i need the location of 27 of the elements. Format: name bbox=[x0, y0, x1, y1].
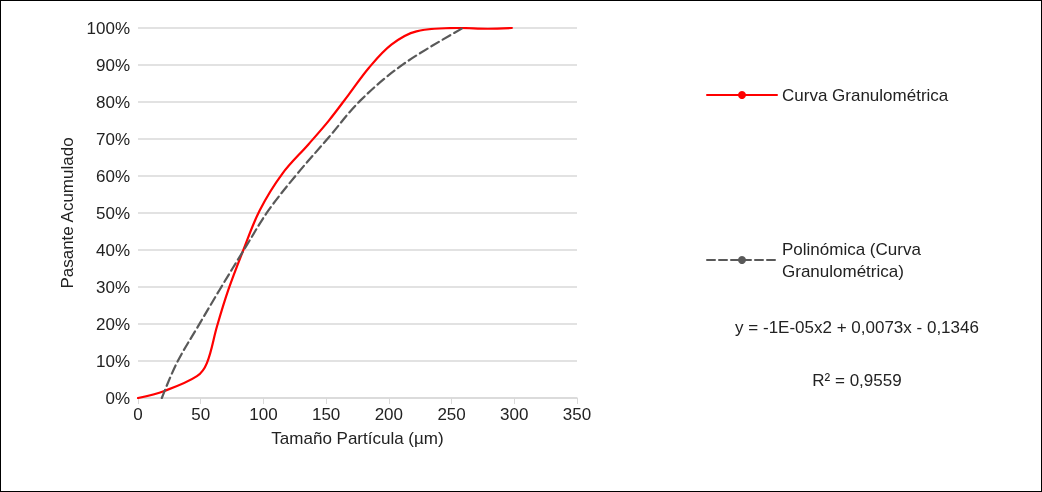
y-tick-label: 70% bbox=[95, 129, 130, 149]
x-tick-label: 50 bbox=[191, 405, 211, 424]
y-tick-label: 0% bbox=[105, 388, 130, 408]
line-series bbox=[136, 26, 513, 400]
x-tick-label: 200 bbox=[374, 405, 404, 424]
y-tick-label: 20% bbox=[95, 314, 130, 334]
y-tick-label: 100% bbox=[86, 18, 130, 38]
y-tick-label: 80% bbox=[95, 92, 130, 112]
text: R² = 0,9559 bbox=[812, 371, 902, 390]
x-tick-label: 150 bbox=[311, 405, 341, 424]
y-tick-label: 50% bbox=[95, 203, 130, 223]
y-tick-label: 60% bbox=[95, 166, 130, 186]
y-tick-label: 40% bbox=[95, 240, 130, 260]
x-tick-label: 350 bbox=[562, 405, 592, 424]
x-axis-title: Tamaño Partícula (µm) bbox=[271, 429, 444, 448]
x-tick-label: 300 bbox=[500, 405, 529, 424]
y-tick-label: 10% bbox=[95, 351, 130, 371]
y-tick-label: 30% bbox=[95, 277, 130, 297]
x-tick-label: 0 bbox=[133, 405, 143, 424]
y-axis-title: Pasante Acumulado bbox=[58, 137, 77, 289]
text: y = -1E-05x2 + 0,0073x - 0,1346 bbox=[735, 318, 979, 337]
line-series bbox=[160, 26, 464, 400]
legend-label: Polinómica (Curva Granulométrica) bbox=[782, 239, 926, 281]
x-tick-label: 100 bbox=[249, 405, 278, 424]
legend-label: Curva Granulométrica bbox=[782, 85, 949, 105]
y-tick-label: 90% bbox=[95, 55, 130, 75]
x-tick-label: 250 bbox=[437, 405, 466, 424]
